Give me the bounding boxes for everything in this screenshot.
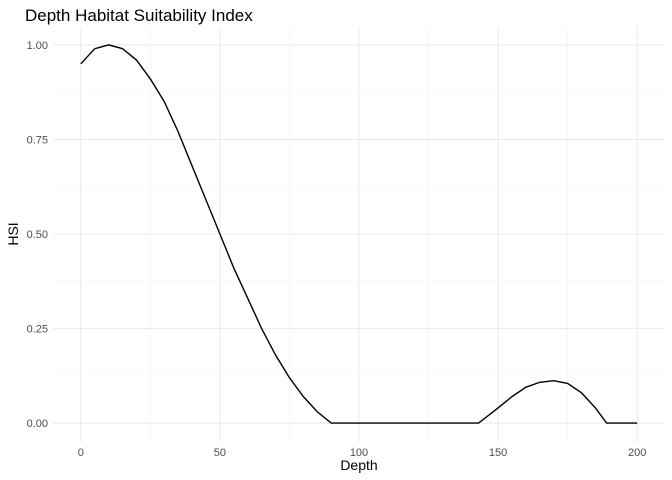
y-axis-label: HSI [5, 222, 21, 245]
x-axis-ticks: 0 50 100 150 200 [78, 447, 647, 459]
x-tick-label: 200 [628, 447, 646, 459]
x-tick-label: 150 [489, 447, 507, 459]
x-tick-label: 100 [350, 447, 368, 459]
series-line-hsi [80, 44, 638, 424]
chart-title: Depth Habitat Suitability Index [25, 6, 253, 25]
y-tick-label: 0.25 [27, 324, 48, 336]
y-tick-label: 0.50 [27, 229, 48, 241]
y-tick-label: 0.75 [27, 134, 48, 146]
x-tick-label: 0 [78, 447, 84, 459]
y-tick-label: 0.00 [27, 418, 48, 430]
x-tick-label: 50 [214, 447, 226, 459]
x-axis-label: Depth [340, 457, 377, 473]
grid [53, 26, 665, 442]
y-tick-label: 1.00 [27, 40, 48, 52]
y-axis-ticks: 0.00 0.25 0.50 0.75 1.00 [27, 40, 48, 430]
